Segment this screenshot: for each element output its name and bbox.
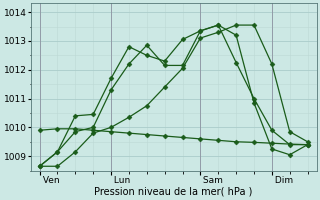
X-axis label: Pression niveau de la mer( hPa ): Pression niveau de la mer( hPa )	[94, 187, 253, 197]
